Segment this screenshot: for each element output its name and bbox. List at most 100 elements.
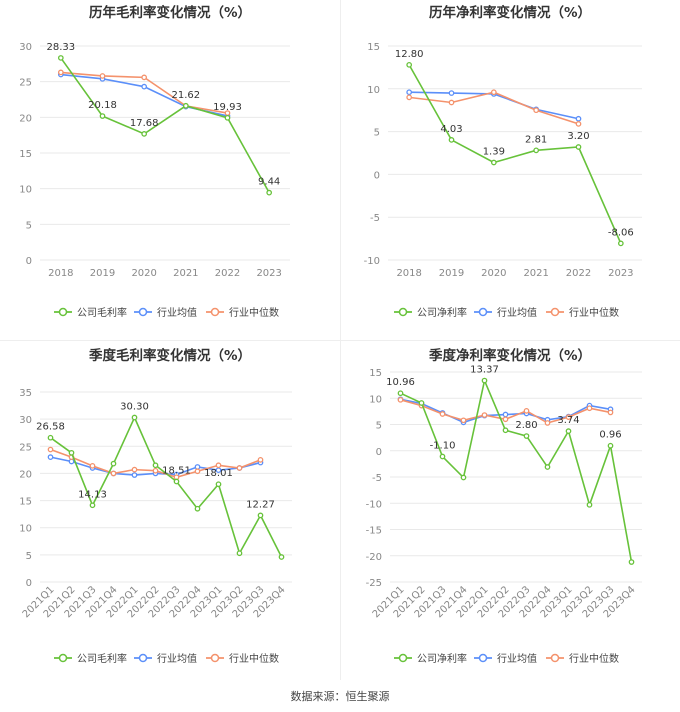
legend-label: 公司毛利率: [77, 652, 127, 665]
data-point[interactable]: [439, 453, 446, 460]
data-point[interactable]: [47, 434, 54, 441]
data-point[interactable]: [47, 446, 54, 453]
legend-item[interactable]: 行业均值: [134, 306, 197, 319]
data-point[interactable]: [481, 412, 488, 418]
data-point[interactable]: [152, 462, 159, 469]
data-point[interactable]: [439, 411, 446, 417]
data-point[interactable]: [586, 405, 593, 412]
data-point[interactable]: [628, 559, 635, 565]
data-point[interactable]: [224, 114, 231, 121]
data-point[interactable]: [57, 69, 64, 76]
data-point[interactable]: [47, 454, 54, 460]
data-point[interactable]: [266, 189, 273, 196]
data-point[interactable]: [460, 474, 467, 481]
legend-item[interactable]: 行业中位数: [546, 306, 619, 319]
data-point[interactable]: [131, 466, 138, 473]
y-tick-label: 15: [367, 42, 380, 53]
data-point[interactable]: [575, 115, 582, 122]
data-point[interactable]: [448, 137, 455, 143]
data-point[interactable]: [173, 478, 180, 485]
data-point[interactable]: [523, 433, 530, 439]
legend-item[interactable]: 公司净利率: [394, 306, 467, 319]
data-point[interactable]: [607, 409, 614, 416]
legend-item[interactable]: 公司净利率: [394, 652, 467, 665]
data-point[interactable]: [544, 420, 551, 426]
legend-marker-icon: [58, 653, 68, 663]
legend-item[interactable]: 行业均值: [474, 306, 537, 319]
legend-item[interactable]: 行业均值: [474, 652, 537, 665]
data-point[interactable]: [406, 61, 413, 68]
y-tick-label: 5: [376, 421, 382, 432]
x-tick-label: 2019: [90, 268, 115, 279]
data-point[interactable]: [502, 416, 509, 423]
data-point[interactable]: [141, 74, 148, 81]
data-point[interactable]: [575, 121, 582, 127]
data-point[interactable]: [533, 147, 540, 154]
legend-label: 行业均值: [497, 306, 537, 319]
data-point[interactable]: [565, 428, 572, 434]
data-point[interactable]: [99, 73, 106, 79]
y-tick-label: 15: [19, 149, 32, 160]
data-point[interactable]: [68, 449, 75, 456]
data-point[interactable]: [110, 460, 117, 467]
y-tick-label: 0: [26, 256, 32, 267]
x-tick-label: 2020: [131, 268, 156, 279]
data-point[interactable]: [607, 442, 614, 449]
legend-item[interactable]: 行业中位数: [206, 652, 279, 665]
data-point[interactable]: [182, 102, 189, 109]
data-label: 13.37: [470, 365, 499, 376]
data-point[interactable]: [194, 468, 201, 475]
data-point[interactable]: [257, 512, 264, 519]
legend-item[interactable]: 行业中位数: [546, 652, 619, 665]
data-point[interactable]: [490, 159, 497, 166]
legend-marker-icon: [210, 653, 220, 663]
data-point[interactable]: [236, 550, 243, 557]
data-point[interactable]: [110, 470, 117, 477]
data-point[interactable]: [141, 131, 148, 137]
data-point[interactable]: [278, 554, 285, 560]
data-point[interactable]: [406, 89, 413, 96]
data-point[interactable]: [215, 481, 222, 488]
legend-item[interactable]: 行业中位数: [206, 306, 279, 319]
data-point[interactable]: [448, 90, 455, 96]
legend-marker-icon: [138, 653, 148, 663]
data-point[interactable]: [397, 396, 404, 403]
data-point[interactable]: [257, 457, 264, 463]
data-point[interactable]: [617, 240, 624, 247]
data-point[interactable]: [131, 472, 138, 478]
data-point[interactable]: [460, 417, 467, 424]
data-point[interactable]: [406, 94, 413, 101]
data-point[interactable]: [57, 55, 64, 61]
data-point[interactable]: [523, 408, 530, 414]
data-point[interactable]: [490, 89, 497, 96]
data-point[interactable]: [131, 414, 138, 421]
data-label: 28.33: [47, 42, 76, 53]
data-point[interactable]: [215, 462, 222, 469]
data-point[interactable]: [586, 501, 593, 508]
series-line: [50, 415, 283, 558]
data-point[interactable]: [236, 465, 243, 471]
data-point[interactable]: [502, 411, 509, 418]
data-point[interactable]: [152, 467, 159, 474]
data-point[interactable]: [575, 144, 582, 150]
data-point[interactable]: [397, 390, 404, 397]
data-point[interactable]: [565, 414, 572, 421]
data-point[interactable]: [544, 464, 551, 470]
y-tick-label: -20: [366, 552, 382, 563]
data-point[interactable]: [141, 83, 148, 90]
data-point[interactable]: [533, 107, 540, 114]
legend-item[interactable]: 公司毛利率: [54, 652, 127, 665]
data-point[interactable]: [89, 502, 96, 509]
data-point[interactable]: [502, 427, 509, 434]
data-point[interactable]: [194, 505, 201, 512]
data-point[interactable]: [418, 400, 425, 406]
data-label: 30.30: [120, 402, 149, 413]
data-point[interactable]: [89, 462, 96, 469]
data-point[interactable]: [448, 99, 455, 106]
legend-item[interactable]: 公司毛利率: [54, 306, 127, 319]
data-label: 21.62: [172, 90, 201, 101]
legend-label: 行业均值: [497, 652, 537, 665]
data-point[interactable]: [481, 377, 488, 384]
legend-item[interactable]: 行业均值: [134, 652, 197, 665]
data-point[interactable]: [99, 113, 106, 119]
